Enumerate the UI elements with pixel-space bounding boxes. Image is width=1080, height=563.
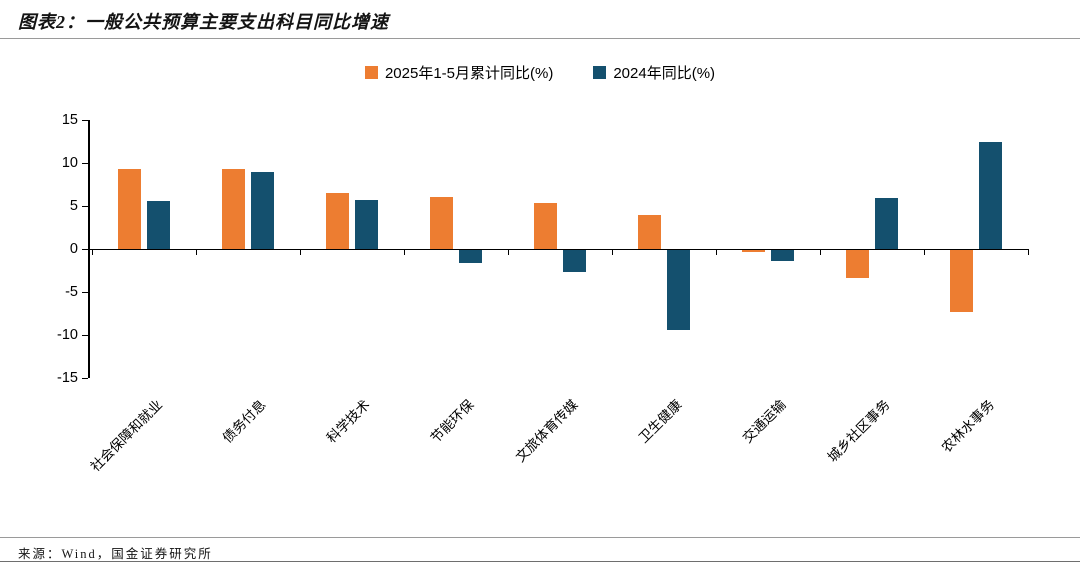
- category-label: 城乡社区事务: [824, 397, 893, 465]
- y-tick-mark: [82, 291, 88, 293]
- bar-series1-0: [147, 200, 170, 249]
- bar-series1-5: [667, 250, 690, 330]
- x-tick-mark: [196, 249, 197, 255]
- category-label: 交通运输: [739, 397, 789, 446]
- figure-title: 图表2：一般公共预算主要支出科目同比增速: [18, 12, 389, 32]
- y-tick-label: -15: [57, 370, 78, 386]
- bar-series1-2: [355, 199, 378, 249]
- legend-label-2024: 2024年同比(%): [613, 65, 716, 82]
- bar-series1-7: [875, 198, 898, 249]
- y-tick-label: 10: [61, 155, 78, 171]
- bar-series0-3: [430, 197, 453, 249]
- x-tick-mark: [612, 249, 613, 255]
- category-label: 农林水事务: [938, 397, 997, 456]
- y-tick-mark: [82, 248, 88, 250]
- bar-series1-4: [563, 250, 586, 272]
- category-label: 科学技术: [323, 397, 373, 446]
- x-tick-mark: [300, 249, 301, 255]
- y-tick-mark: [82, 334, 88, 336]
- y-tick-mark: [82, 162, 88, 164]
- legend-label-2025: 2025年1-5月累计同比(%): [384, 65, 554, 82]
- x-tick-mark: [508, 249, 509, 255]
- x-tick-mark: [820, 249, 821, 255]
- category-label: 文旅体育传媒: [512, 397, 581, 465]
- category-label: 卫生健康: [635, 397, 685, 446]
- y-tick-mark: [82, 377, 88, 379]
- legend-swatch-2025-icon: [364, 66, 378, 79]
- y-tick-label: 5: [69, 198, 78, 214]
- bar-series0-4: [534, 202, 557, 249]
- y-tick-label: 0: [69, 241, 78, 257]
- title-divider: [0, 38, 1080, 39]
- x-tick-mark: [924, 249, 925, 255]
- category-label: 债务付息: [219, 397, 269, 446]
- x-tick-mark: [1028, 249, 1029, 255]
- x-tick-mark: [716, 249, 717, 255]
- legend-item-2025: 2025年1-5月累计同比(%): [364, 62, 554, 83]
- x-tick-mark: [92, 249, 93, 255]
- bar-series0-1: [222, 169, 245, 249]
- bar-series1-3: [459, 250, 482, 263]
- y-tick-mark: [82, 205, 88, 207]
- bar-series0-7: [846, 250, 869, 278]
- bottom-border: [0, 561, 1080, 562]
- category-label: 社会保障和就业: [87, 397, 165, 475]
- category-label: 节能环保: [427, 397, 477, 446]
- source-note: 来源：Wind，国金证券研究所: [18, 547, 213, 561]
- bar-series0-5: [638, 215, 661, 249]
- bar-series0-8: [950, 250, 973, 312]
- y-tick-label: -5: [65, 284, 78, 300]
- bar-series1-1: [251, 172, 274, 249]
- chart-legend: 2025年1-5月累计同比(%) 2024年同比(%): [0, 62, 1080, 83]
- bar-series1-6: [771, 250, 794, 262]
- legend-swatch-2024-icon: [593, 66, 607, 79]
- x-tick-mark: [404, 249, 405, 255]
- bar-series1-8: [979, 141, 1002, 249]
- footer-divider: [0, 537, 1080, 538]
- bar-series0-2: [326, 193, 349, 249]
- y-tick-label: -10: [57, 327, 78, 343]
- legend-item-2024: 2024年同比(%): [593, 62, 715, 83]
- bar-series0-0: [118, 169, 141, 249]
- y-tick-mark: [82, 119, 88, 121]
- bar-series0-6: [742, 250, 765, 252]
- y-tick-label: 15: [61, 112, 78, 128]
- x-axis-line: [88, 248, 1028, 250]
